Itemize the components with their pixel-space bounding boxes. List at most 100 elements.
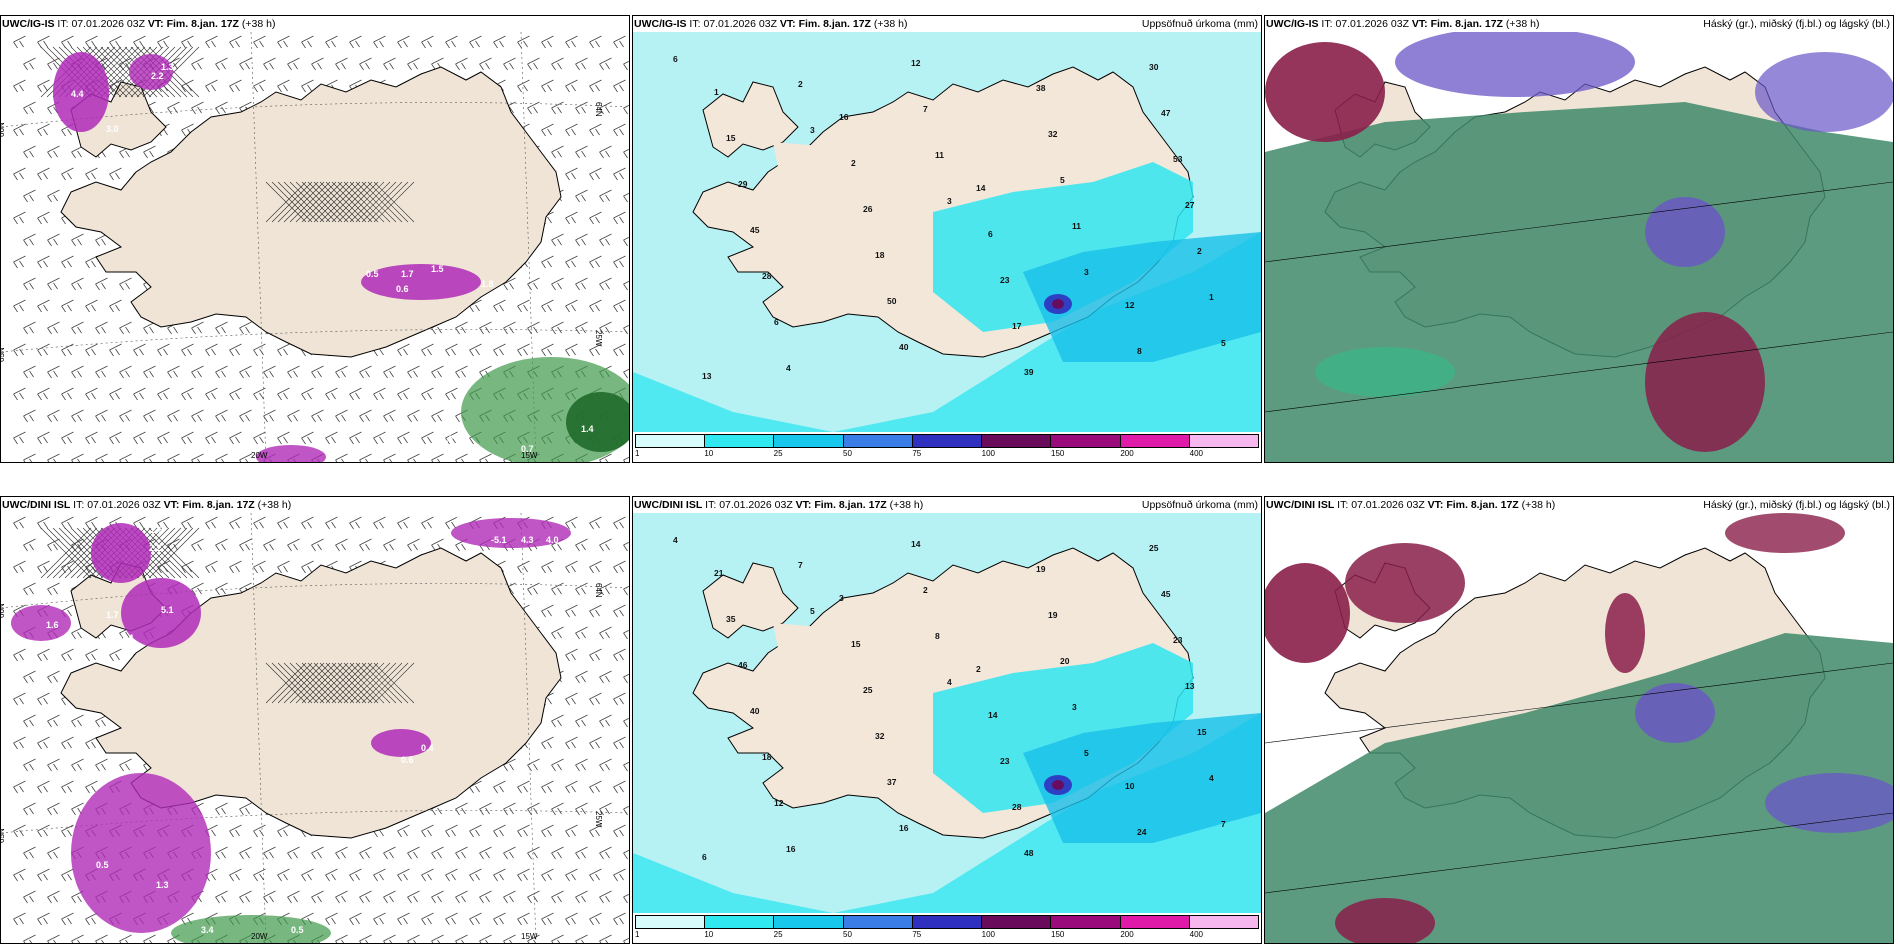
- value-label: 6: [702, 852, 707, 862]
- value-label: 8: [1137, 346, 1142, 356]
- value-label: 0.7: [521, 444, 534, 454]
- value-label: 1: [714, 87, 719, 97]
- axis-label: 65N: [1, 828, 6, 843]
- legend-tick-label: 200: [1120, 930, 1134, 939]
- value-label: 12: [774, 798, 784, 808]
- value-label: 19: [1036, 564, 1046, 574]
- precip-region: [91, 523, 151, 583]
- value-label: 23: [1000, 756, 1010, 766]
- value-label: 1.7: [401, 269, 414, 279]
- precip-map: 6 3 3 3 5 2 11 11 1 4 7 5 2 6 12 32 27 28 40 38 53 45 50 39 47 29…: [633, 32, 1261, 462]
- westfjords-outline: [702, 562, 799, 639]
- panel-header: UWC/DINI ISL IT: 07.01.2026 03Z VT: Fim.…: [634, 499, 1258, 511]
- value-label: 1.0: [446, 923, 459, 933]
- value-label: 5: [1084, 748, 1089, 758]
- graticule: [1265, 662, 1893, 894]
- value-label: 3: [947, 196, 952, 206]
- value-label: 28: [762, 271, 772, 281]
- legend-tick-label: 150: [1051, 930, 1065, 939]
- value-label: 37: [887, 777, 897, 787]
- westfjords-outline: [702, 81, 799, 158]
- precip-region: [171, 915, 331, 943]
- value-label: 2: [798, 79, 803, 89]
- value-label: 6: [673, 54, 678, 64]
- value-label: 15: [1197, 727, 1207, 737]
- axis-label: 64N: [594, 102, 603, 117]
- value-label: 3: [1072, 702, 1077, 712]
- value-label: 4: [1209, 773, 1214, 783]
- legend-tick-label: 100: [981, 930, 996, 939]
- graticule: [1, 32, 629, 462]
- legend-swatch: [1189, 916, 1258, 928]
- panel-title: Háský (gr.), miðský (fj.bl.) og lágský (…: [1703, 499, 1890, 511]
- axis-label: 15W: [521, 451, 538, 460]
- value-label: 4.4: [71, 89, 84, 99]
- value-label: 38: [1036, 83, 1046, 93]
- value-label: 2.2: [151, 71, 164, 81]
- value-label: 14: [911, 539, 921, 549]
- value-label: 3: [1084, 267, 1089, 277]
- precip-legend: 1 10 25 50 75 100 150 200 400: [633, 913, 1261, 943]
- value-label: 45: [750, 225, 760, 235]
- value-label: 13: [702, 371, 712, 381]
- value-label: 0.5: [96, 860, 109, 870]
- precip-region: [1052, 780, 1064, 790]
- value-label: 6: [988, 229, 993, 239]
- legend-tick-label: 150: [1051, 449, 1065, 458]
- legend-tick-label: 10: [704, 930, 714, 939]
- wind-map: 66N 65N 64N 25W 20W 15W 4.4 3.0 2.2 1.3 0.6 0.5 1.7 1…: [1, 32, 629, 462]
- value-label: 7: [1221, 819, 1226, 829]
- legend-swatch: [843, 916, 913, 928]
- legend-swatch: [774, 916, 844, 928]
- value-label: 1.5: [431, 264, 444, 274]
- legend-tick-label: 10: [704, 449, 714, 458]
- value-label: 2: [1197, 246, 1202, 256]
- high-cloud-region: [1265, 633, 1893, 943]
- legend-swatch: [1051, 916, 1121, 928]
- value-label: 16: [786, 844, 796, 854]
- map-panel-precip-dini: UWC/DINI ISL IT: 07.01.2026 03Z VT: Fim.…: [632, 496, 1262, 944]
- panel-title: Háský (gr.), miðský (fj.bl.) og lágský (…: [1703, 18, 1890, 30]
- precip-region: [1052, 299, 1064, 309]
- value-label: 40: [750, 706, 760, 716]
- graticule: [1, 513, 629, 943]
- value-label: 1.4: [121, 633, 134, 643]
- low-cloud-region: [1265, 42, 1385, 142]
- axis-label: 66N: [1, 603, 6, 618]
- value-label: 11: [935, 150, 944, 160]
- high-cloud-region: [1265, 102, 1893, 462]
- value-label: 2: [976, 664, 981, 674]
- value-label: 2.2: [149, 543, 162, 553]
- legend-tick-label: 200: [1120, 449, 1134, 458]
- value-label: 1.4: [581, 424, 594, 434]
- legend-tick-label: 400: [1189, 449, 1204, 458]
- panel-title: Uppsöfnuð úrkoma (mm): [1141, 18, 1258, 30]
- legend-swatch: [774, 435, 844, 447]
- value-label: 7: [923, 104, 928, 114]
- value-label: 12: [1125, 300, 1135, 310]
- value-label: 4: [673, 535, 678, 545]
- value-label: 26: [863, 204, 873, 214]
- legend-tick-label: 50: [843, 930, 852, 939]
- legend-bar: [635, 434, 1259, 448]
- low-cloud-region: [1265, 563, 1350, 663]
- legend-swatch: [636, 435, 706, 447]
- value-label: 1: [1209, 292, 1214, 302]
- value-label: 0.6: [396, 284, 409, 294]
- panel-header: UWC/DINI ISL IT: 07.01.2026 03Z VT: Fim.…: [1266, 499, 1890, 511]
- panel-header: UWC/IG-IS IT: 07.01.2026 03Z VT: Fim. 8.…: [2, 18, 276, 30]
- mid-cloud-region: [1765, 773, 1893, 833]
- axis-label: 15W: [521, 932, 538, 941]
- value-label: 20: [1060, 656, 1070, 666]
- value-label: 45: [1161, 589, 1171, 599]
- low-cloud-region: [1345, 543, 1465, 623]
- precip-region: [371, 729, 431, 757]
- legend-tick-label: 1: [635, 930, 640, 939]
- low-cloud-region: [1335, 898, 1435, 943]
- legend-swatch: [912, 435, 983, 447]
- value-label: 32: [1048, 129, 1058, 139]
- value-label: 25: [863, 685, 873, 695]
- panel-header: UWC/IG-IS IT: 07.01.2026 03Z VT: Fim. 8.…: [1266, 18, 1890, 30]
- value-label: 21: [714, 568, 724, 578]
- legend-swatch: [843, 435, 913, 447]
